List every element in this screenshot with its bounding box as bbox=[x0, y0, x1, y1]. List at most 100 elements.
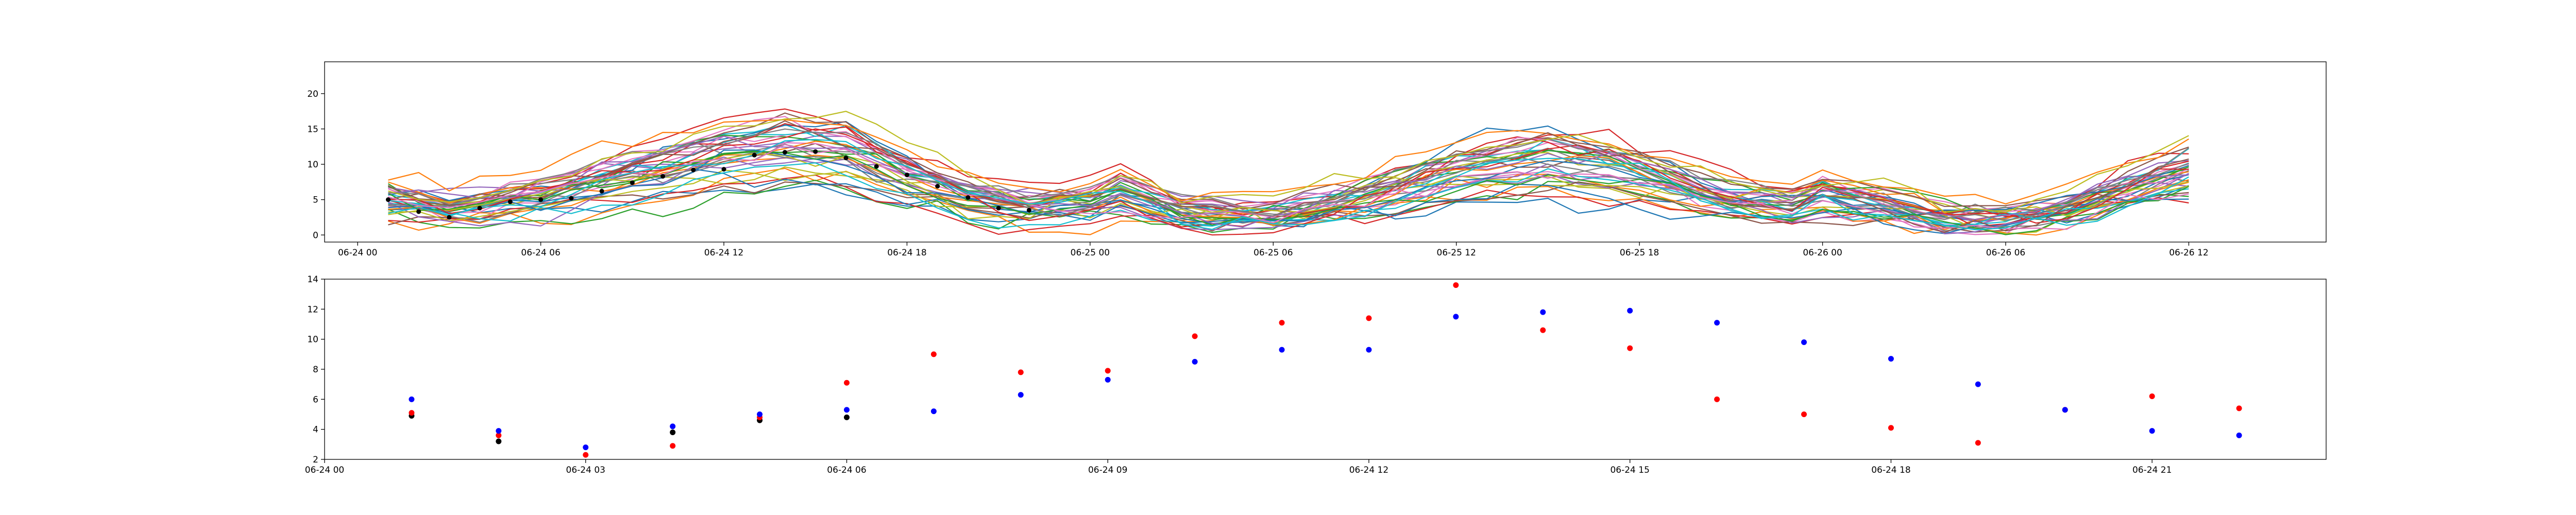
bottom-x-tick-label: 06-24 03 bbox=[566, 465, 605, 475]
top-mean-marker bbox=[752, 152, 757, 158]
bottom-y-tick-label: 14 bbox=[307, 274, 318, 285]
bottom-x-tick-label: 06-24 00 bbox=[305, 465, 344, 475]
ensemble-series-line bbox=[388, 139, 2189, 231]
top-mean-marker bbox=[630, 180, 635, 185]
top-x-tick-label: 06-24 18 bbox=[887, 248, 926, 258]
top-mean-marker bbox=[843, 156, 849, 161]
bottom-x-tick-label: 06-24 15 bbox=[1610, 465, 1649, 475]
scatter-point bbox=[2149, 393, 2155, 399]
scatter-point bbox=[1801, 339, 1807, 345]
scatter-point bbox=[2236, 405, 2242, 411]
top-x-tick-label: 06-26 06 bbox=[1986, 248, 2025, 258]
scatter-point bbox=[1192, 333, 1198, 339]
bottom-scatter-chart: 06-24 00 06-24 03 06-24 06 06-24 09 06-24 12… bbox=[305, 274, 2327, 475]
scatter-point bbox=[1279, 320, 1285, 326]
ensemble-series-line bbox=[388, 119, 2189, 205]
scatter-point bbox=[1018, 392, 1024, 398]
top-x-tick-label: 06-24 12 bbox=[704, 248, 743, 258]
ensemble-series-line bbox=[388, 131, 2189, 212]
top-x-tick-label: 06-24 00 bbox=[338, 248, 377, 258]
top-mean-marker bbox=[416, 209, 421, 214]
top-plot-frame bbox=[324, 61, 2327, 243]
scatter-point bbox=[843, 380, 850, 386]
top-mean-marker bbox=[1026, 208, 1031, 213]
top-mean-marker bbox=[721, 167, 726, 172]
top-x-tick-label: 06-25 18 bbox=[1620, 248, 1659, 258]
top-mean-marker bbox=[783, 150, 788, 155]
scatter-point bbox=[1627, 307, 1633, 314]
scatter-point bbox=[843, 407, 850, 413]
top-mean-marker bbox=[447, 215, 452, 220]
bottom-x-tick-label: 06-24 18 bbox=[1871, 465, 1910, 475]
scatter-point bbox=[1018, 369, 1024, 375]
scatter-point bbox=[1627, 345, 1633, 351]
top-mean-marker bbox=[538, 197, 544, 202]
ensemble-series-line bbox=[388, 128, 2189, 236]
top-mean-marker bbox=[996, 205, 1001, 211]
scatter-point bbox=[1453, 282, 1459, 288]
scatter-point bbox=[1540, 327, 1546, 333]
top-y-tick-label: 10 bbox=[307, 160, 318, 170]
scatter-point bbox=[1888, 356, 1894, 362]
scatter-point bbox=[757, 411, 763, 417]
scatter-point bbox=[1975, 440, 1981, 446]
scatter-point bbox=[1714, 396, 1720, 402]
top-mean-marker bbox=[599, 188, 604, 194]
scatter-point bbox=[1540, 309, 1546, 315]
bottom-y-tick-label: 12 bbox=[307, 304, 318, 315]
top-mean-marker bbox=[569, 196, 574, 201]
ensemble-series-line bbox=[388, 135, 2189, 228]
ensemble-series-line bbox=[388, 149, 2189, 224]
ensemble-series-line bbox=[388, 111, 2189, 213]
ensemble-series-line bbox=[388, 181, 2189, 233]
top-mean-marker bbox=[385, 197, 391, 202]
top-y-tick-label: 20 bbox=[307, 89, 318, 99]
scatter-point bbox=[496, 432, 502, 438]
scatter-point bbox=[2062, 407, 2068, 413]
top-x-tick-label: 06-26 12 bbox=[2169, 248, 2208, 258]
top-mean-marker bbox=[477, 205, 482, 211]
bottom-axes: 06-24 00 06-24 03 06-24 06 06-24 09 06-24 12… bbox=[305, 274, 2172, 475]
scatter-point bbox=[583, 444, 589, 451]
ensemble-series-line bbox=[387, 112, 2189, 210]
scatter-point bbox=[1453, 314, 1459, 320]
scatter-point bbox=[409, 396, 415, 402]
bottom-x-tick-label: 06-24 09 bbox=[1088, 465, 1127, 475]
bottom-y-tick-label: 8 bbox=[313, 365, 318, 375]
ensemble-series-line bbox=[388, 128, 2190, 221]
scatter-point bbox=[1366, 315, 1372, 321]
ensemble-series-line bbox=[388, 151, 2189, 220]
bottom-y-tick-label: 2 bbox=[313, 455, 318, 465]
scatter-point bbox=[1105, 376, 1111, 383]
scatter-point bbox=[1975, 381, 1981, 387]
scatter-point bbox=[1279, 347, 1285, 353]
scatter-point bbox=[409, 410, 415, 416]
top-mean-marker bbox=[813, 149, 818, 154]
bottom-plot-frame bbox=[324, 279, 2327, 460]
top-mean-marker bbox=[904, 173, 909, 178]
top-mean-marker bbox=[935, 184, 940, 189]
bottom-x-tick-label: 06-24 21 bbox=[2132, 465, 2172, 475]
scatter-point bbox=[843, 414, 850, 420]
bottom-x-tick-label: 06-24 12 bbox=[1349, 465, 1388, 475]
scatter-point bbox=[670, 423, 676, 430]
scatter-point bbox=[1366, 347, 1372, 353]
scatter-point bbox=[670, 443, 676, 449]
top-x-tick-label: 06-25 00 bbox=[1071, 248, 1110, 258]
bottom-x-tick-label: 06-24 06 bbox=[827, 465, 866, 475]
scatter-point bbox=[930, 351, 937, 357]
top-mean-marker bbox=[965, 195, 971, 200]
scatter-point bbox=[1105, 368, 1111, 374]
bottom-y-tick-label: 10 bbox=[307, 335, 318, 345]
top-mean-markers bbox=[385, 149, 1031, 220]
top-mean-marker bbox=[660, 174, 666, 179]
top-y-tick-label: 0 bbox=[313, 230, 318, 241]
top-axes: 06-24 00 06-24 06 06-24 12 06-24 18 06-25 00… bbox=[307, 89, 2208, 258]
scatter-point bbox=[670, 430, 676, 435]
top-x-tick-label: 06-24 06 bbox=[521, 248, 560, 258]
scatter-point bbox=[496, 428, 502, 434]
scatter-point bbox=[1192, 358, 1198, 365]
top-mean-marker bbox=[874, 164, 879, 169]
scatter-point bbox=[496, 438, 502, 444]
top-y-tick-label: 15 bbox=[307, 124, 318, 134]
